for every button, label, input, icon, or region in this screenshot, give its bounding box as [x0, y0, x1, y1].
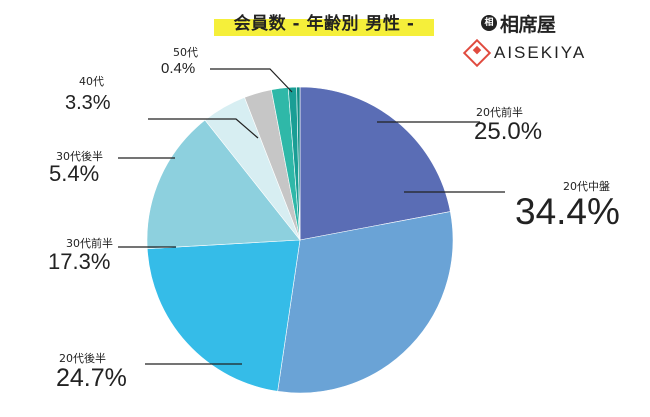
pie-slice-50s [296, 86, 301, 241]
label-name-30s-early: 30代前半 [66, 237, 113, 250]
chart-title: 会員数 - 年齢別 男性 - [214, 9, 434, 37]
label-value-40s: 3.3% [65, 92, 111, 114]
label-value-30s-late: 5.4% [49, 161, 100, 186]
chart-title-text: 会員数 - 年齢別 男性 - [233, 14, 415, 34]
label-name-20s-early: 20代前半 [476, 106, 523, 119]
title-highlight [214, 19, 434, 36]
brand-logo-en-text: AISEKIYA [494, 43, 587, 62]
label-name-50s: 50代 [173, 46, 198, 59]
label-value-20s-mid: 34.4% [515, 191, 620, 232]
brand-logo-jp-text: 相席屋 [500, 13, 556, 36]
brand-mark-icon: 相 [481, 15, 497, 31]
brand-logo-jp: 相 相席屋 [481, 10, 556, 36]
label-name-20s-mid: 20代中盤 [563, 180, 610, 193]
label-name-20s-late: 20代後半 [59, 352, 106, 365]
brand-logo-en: AISEKIYA [462, 38, 587, 68]
pie-slice-30s-early [146, 119, 301, 249]
pie-slice-20s-mid [277, 211, 454, 394]
label-value-30s-early: 17.3% [48, 249, 111, 274]
leader-line-40s [148, 118, 259, 139]
pie-slice-20s-late [146, 239, 301, 392]
label-value-50s: 0.4% [161, 60, 196, 77]
leader-line-50s [210, 68, 293, 93]
label-value-20s-late: 24.7% [56, 364, 127, 392]
label-name-40s: 40代 [79, 75, 104, 88]
label-value-20s-early: 25.0% [474, 118, 543, 145]
label-name-30s-late: 30代後半 [56, 150, 103, 163]
